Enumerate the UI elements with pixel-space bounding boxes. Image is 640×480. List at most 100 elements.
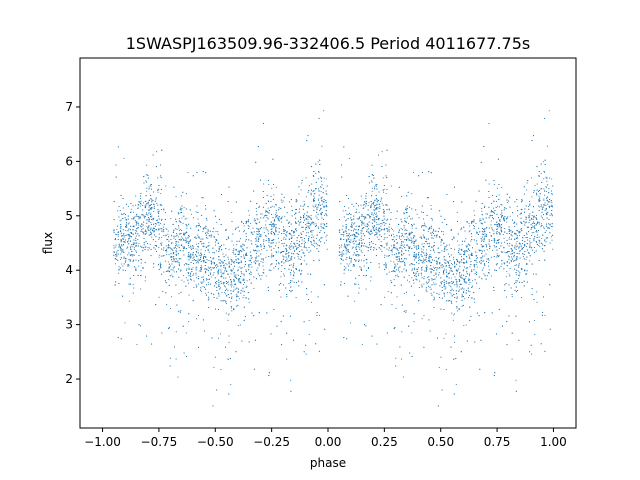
data-point [380,201,382,203]
data-point [499,234,501,236]
data-point [368,247,370,249]
data-point [466,340,468,342]
data-point [290,248,292,250]
data-point [220,300,222,302]
data-point [129,232,131,234]
data-point [208,298,210,300]
data-point [386,255,388,257]
data-point [221,292,223,294]
data-point [320,209,322,211]
data-point [425,252,427,254]
data-point [480,219,482,221]
data-point [545,176,547,178]
data-point [192,273,195,275]
data-point [499,220,501,222]
data-point [324,214,326,216]
data-point [218,284,220,286]
data-point [345,220,347,222]
data-point [147,246,149,248]
data-point [306,215,308,217]
data-point [443,268,445,270]
data-point [368,215,370,217]
data-point [347,213,349,216]
data-point [119,229,121,231]
data-point [243,244,245,246]
data-point [228,276,231,278]
data-point [173,271,175,273]
data-point [495,200,498,202]
data-point [219,259,221,261]
data-point [471,235,473,238]
data-point [383,211,385,213]
data-point [485,213,487,215]
data-point [458,273,461,275]
data-point [114,253,117,256]
data-point [458,286,460,288]
data-point [250,257,252,260]
data-point [454,296,456,299]
data-point [441,289,443,292]
data-point [265,256,267,258]
data-point [281,201,283,203]
data-point [430,250,432,252]
data-point [298,208,301,210]
data-point [240,246,242,248]
data-point [120,257,122,259]
data-point [385,265,387,267]
data-point [160,209,163,211]
data-point [187,279,189,281]
data-point [275,210,277,212]
data-point [215,250,218,252]
data-point [196,243,198,245]
data-point [243,275,245,277]
data-point [517,266,520,268]
data-point [371,222,373,224]
data-point [375,204,377,206]
data-point [250,222,252,224]
data-point [501,242,503,244]
data-point [426,249,428,251]
data-point [385,192,387,195]
data-point [359,247,361,249]
data-point [144,233,146,236]
data-point [351,247,353,249]
data-point [338,244,340,247]
data-point [536,244,538,246]
data-point [202,230,204,233]
data-point [543,226,545,228]
data-point [305,224,307,226]
data-point [280,276,282,278]
data-point [253,287,255,289]
data-point [135,242,137,244]
data-point [395,307,397,310]
data-point [366,214,368,216]
data-point [435,273,437,275]
data-point [493,183,495,186]
data-point [512,260,515,262]
data-point [433,291,435,293]
data-point [505,276,507,278]
data-point [223,244,225,246]
data-point [449,282,451,284]
data-point [130,208,132,210]
data-point [159,223,162,225]
data-point [286,296,288,298]
data-point [367,268,369,270]
data-point [294,213,296,215]
data-point [256,250,258,252]
data-point [420,274,423,276]
data-point [262,243,265,245]
data-point [545,190,548,193]
data-point [407,246,410,248]
data-point [211,267,213,269]
data-point [224,286,227,288]
data-point [315,215,317,217]
data-point [350,217,352,219]
data-point [275,217,277,219]
data-point [191,213,193,215]
data-point [387,291,389,293]
data-point [265,234,267,237]
data-point [493,230,495,232]
data-point [230,383,232,385]
data-point [346,243,348,246]
